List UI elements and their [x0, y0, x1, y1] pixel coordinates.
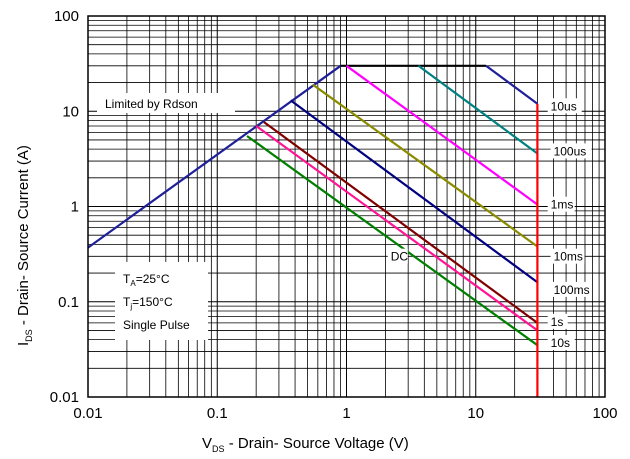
series-line-10ms — [312, 83, 539, 248]
y-axis-label: IDS - Drain- Source Current (A) — [15, 145, 34, 346]
rdson-annotation: Limited by Rdson — [97, 93, 235, 113]
series-label: 10ms — [554, 250, 583, 264]
y-tick-label: 10 — [62, 103, 79, 120]
x-tick-label: 10 — [467, 405, 484, 422]
series-label: 1ms — [551, 198, 574, 212]
series-line-pulse — [255, 125, 539, 332]
y-tick-label: 100 — [54, 8, 79, 25]
series-label-bg — [547, 313, 568, 329]
series-labels: 10us 100us 1ms 10ms 100ms 1s 10s DC — [387, 98, 592, 351]
series-label: 1s — [551, 315, 564, 329]
tick-labels: 0.01 0.1 1 10 100 0.01 0.1 1 10 100 — [50, 8, 618, 422]
series-label: DC — [391, 250, 409, 264]
x-axis-label: VDS - Drain- Source Voltage (V) — [202, 435, 409, 454]
series-label: 100ms — [554, 283, 590, 297]
series-line-1ms — [345, 64, 539, 206]
x-tick-label: 1 — [342, 405, 350, 422]
grid — [87, 16, 605, 398]
condition-ta: TA=25°C — [123, 272, 170, 288]
y-tick-label: 1 — [71, 199, 79, 216]
series-label-bg — [547, 335, 575, 351]
series-label-bg — [550, 248, 585, 264]
series-line-10s — [246, 135, 539, 347]
x-tick-label: 0.1 — [207, 405, 228, 422]
series-line-100us — [417, 64, 539, 155]
condition-pulse: Single Pulse — [123, 318, 190, 332]
conditions-annotation: TA=25°C Tj=150°C Single Pulse — [115, 262, 208, 340]
x-tick-label: 100 — [592, 405, 617, 422]
series-label-bg — [547, 98, 582, 114]
y-tick-label: 0.01 — [50, 389, 79, 406]
series-label-bg — [550, 281, 592, 297]
series-line-100ms — [290, 99, 539, 284]
x-tick-label: 0.01 — [73, 405, 102, 422]
series-line-1s — [263, 121, 539, 324]
series-line-limited-by-rdson — [87, 64, 342, 249]
series-lines — [87, 64, 539, 397]
condition-tj: Tj=150°C — [123, 295, 173, 311]
series-label-bg — [547, 196, 575, 212]
series-line-10us — [485, 64, 539, 105]
series-label-bg — [387, 248, 408, 264]
series-label: 100us — [554, 144, 587, 158]
y-tick-label: 0.1 — [58, 294, 79, 311]
series-label-bg — [550, 143, 592, 159]
rdson-label: Limited by Rdson — [105, 97, 198, 111]
series-label: 10us — [551, 99, 577, 113]
series-label: 10s — [551, 336, 570, 350]
plot-frame — [87, 15, 606, 398]
